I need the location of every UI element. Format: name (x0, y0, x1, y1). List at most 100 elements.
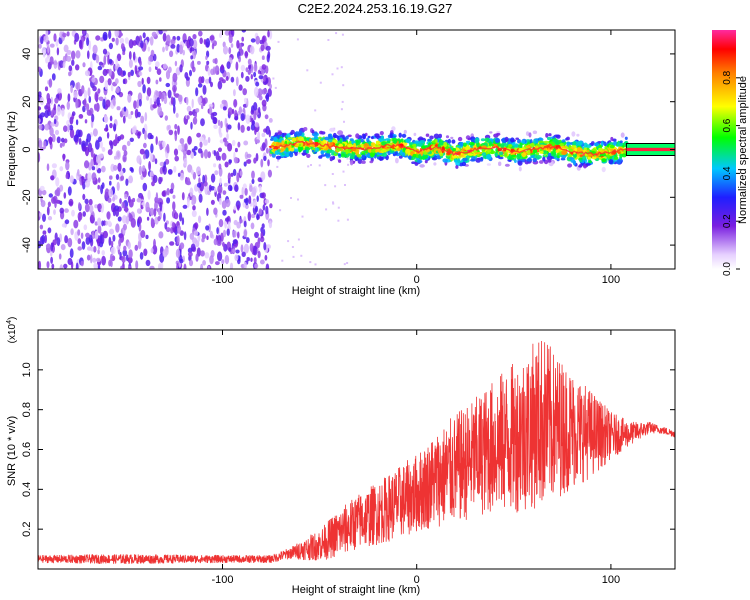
ridge-cell (319, 130, 324, 135)
noise-cell (205, 38, 211, 48)
noise-cell (198, 76, 203, 84)
noise-cell (91, 172, 97, 182)
noise-cell (233, 99, 238, 108)
noise-cell (53, 209, 56, 216)
noise-cell (155, 192, 159, 202)
noise-cell (263, 242, 267, 251)
noise-cell (148, 66, 152, 73)
noise-cell (95, 140, 100, 150)
noise-cell (123, 150, 128, 157)
noise-cell (77, 238, 82, 245)
ridge-line (270, 140, 627, 157)
noise-cell (258, 106, 261, 114)
noise-cell (128, 51, 132, 60)
noise-cell (43, 140, 47, 150)
noise-cell (87, 142, 93, 153)
noise-cell (80, 260, 84, 267)
noise-cell (42, 213, 46, 222)
noise-cell (196, 166, 201, 176)
noise-cell (137, 111, 141, 118)
noise-cell (230, 43, 234, 48)
noise-cell (137, 239, 142, 250)
ridge-cell (567, 153, 572, 158)
noise-speckle (337, 219, 340, 222)
noise-cell (165, 82, 171, 88)
ridge-cell (340, 153, 346, 158)
noise-cell (252, 187, 257, 196)
noise-cell (258, 185, 262, 193)
ridge-cell (374, 149, 381, 153)
noise-cell (97, 225, 102, 234)
noise-cell (176, 225, 182, 234)
noise-cell (257, 250, 261, 259)
ridge-cell (311, 144, 316, 148)
noise-cell (250, 222, 255, 230)
noise-cell (223, 182, 228, 187)
noise-cell (44, 86, 49, 92)
ridge-cell (380, 135, 384, 141)
noise-cell (162, 249, 168, 258)
noise-cell (245, 204, 249, 210)
ridge-cell (405, 138, 411, 143)
noise-cell (240, 124, 245, 133)
noise-cell (149, 97, 153, 106)
noise-speckle (292, 255, 295, 258)
noise-cell (84, 203, 90, 213)
noise-speckle (301, 215, 304, 218)
noise-cell (77, 229, 81, 236)
noise-cell (218, 163, 222, 170)
noise-cell (100, 234, 103, 244)
noise-cell (204, 174, 208, 183)
noise-cell (78, 202, 81, 210)
noise-speckle (344, 184, 346, 186)
noise-cell (117, 216, 122, 222)
noise-cell (255, 35, 260, 45)
noise-cell (115, 223, 120, 233)
noise-cell (90, 158, 94, 167)
noise-cell (86, 254, 91, 261)
noise-cell (204, 252, 210, 259)
noise-cell (206, 60, 210, 65)
noise-cell (149, 134, 154, 140)
noise-cell (38, 118, 41, 124)
ridge-cell (529, 139, 533, 145)
ridge-cell (585, 144, 592, 149)
ridge-cell (617, 151, 621, 154)
noise-cell (122, 215, 127, 224)
noise-cell (39, 212, 42, 218)
noise-cell (233, 89, 236, 97)
noise-cell (94, 91, 99, 102)
noise-cell (188, 259, 194, 267)
noise-cell (75, 82, 79, 90)
noise-cell (167, 169, 173, 175)
noise-cell (226, 133, 229, 141)
noise-cell (148, 55, 154, 62)
noise-cell (50, 122, 56, 127)
noise-cell (269, 84, 272, 89)
noise-cell (191, 200, 195, 206)
noise-cell (125, 215, 130, 225)
noise-cell (122, 78, 126, 84)
noise-cell (247, 58, 252, 66)
noise-cell (192, 66, 196, 73)
noise-cell (87, 87, 91, 97)
noise-cell (114, 30, 120, 38)
noise-speckle (336, 67, 339, 70)
noise-cell (124, 37, 129, 44)
ridge-cell (325, 153, 331, 157)
noise-cell (255, 122, 260, 128)
noise-cell (185, 76, 190, 81)
noise-cell (122, 115, 126, 124)
noise-cell (169, 50, 174, 58)
noise-cell (241, 186, 244, 197)
ridge-cell (480, 156, 484, 162)
noise-cell (97, 265, 101, 269)
ridge-cell (463, 142, 467, 147)
noise-cell (75, 98, 79, 109)
noise-cell (64, 208, 69, 213)
noise-cell (140, 115, 145, 124)
noise-speckle (337, 206, 340, 209)
ridge-cell (285, 147, 289, 153)
noise-cell (251, 120, 256, 126)
noise-cell (69, 175, 74, 184)
